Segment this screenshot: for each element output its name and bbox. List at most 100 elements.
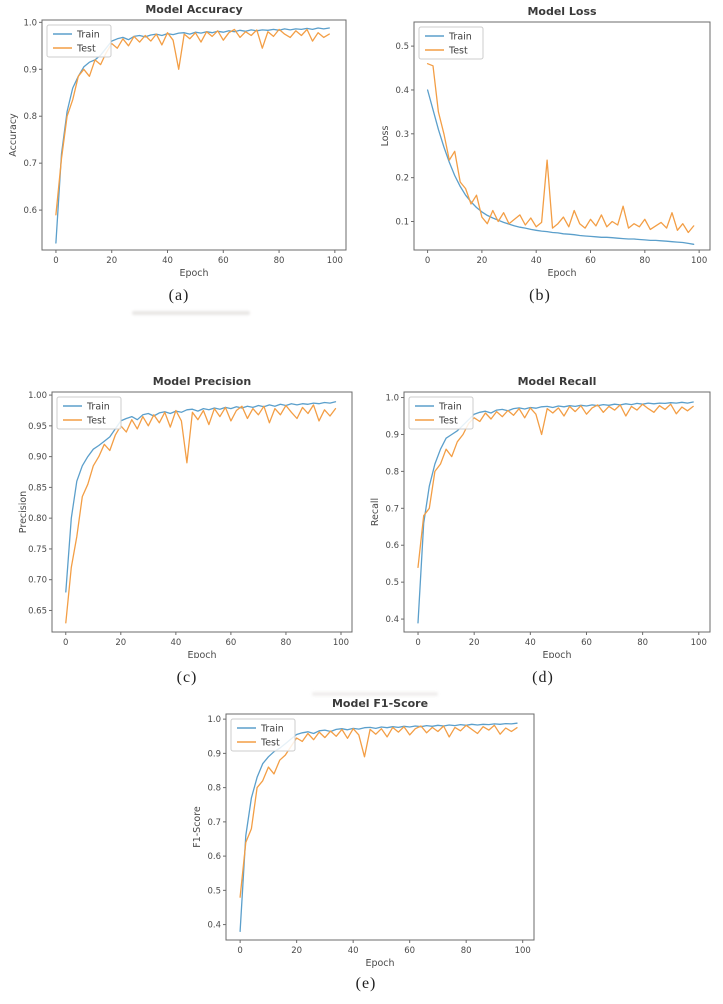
legend-label-train: Train	[260, 724, 284, 735]
chart-model-f1-score: 0 20 40 60 80 100 0.4 0.5 0.6 0.7 0.8 0.9 1.0 Model F…	[190, 696, 542, 972]
x-tick-label: 40	[348, 946, 359, 956]
chart-svg: 0 20 40 60 80 100 0.1 0.2 0.3 0.4 0.5 Model Loss Epo…	[380, 5, 711, 279]
subfigure-caption-a: (a)	[168, 287, 190, 304]
chart-title: Model Precision	[153, 375, 251, 388]
x-tick-label: 20	[106, 256, 117, 266]
legend-label-train: Train	[86, 402, 110, 413]
legend: Train Test	[230, 718, 296, 752]
plot-frame	[413, 21, 711, 251]
legend-box	[46, 24, 112, 58]
legend-label-test: Test	[76, 44, 96, 55]
y-tick-label: 1.0	[23, 18, 37, 28]
y-tick-label: 0.85	[28, 483, 47, 493]
chart-svg: 0 20 40 60 80 100 0.4 0.5 0.6 0.7 0.8 0.9 1.0 Model F…	[192, 697, 535, 969]
y-tick-label: 0.1	[395, 218, 409, 228]
x-tick-label: 60	[585, 256, 596, 266]
y-tick-label: 0.95	[28, 422, 47, 432]
series-line-test	[426, 63, 695, 234]
legend-label-train: Train	[76, 30, 100, 41]
y-axis-label: Precision	[18, 491, 29, 533]
series-line-train	[55, 27, 330, 244]
series-line-train	[417, 401, 694, 624]
x-tick-label: 0	[415, 638, 420, 648]
plot-frame	[225, 713, 535, 941]
y-tick-label: 0.6	[385, 541, 399, 551]
y-tick-label: 0.80	[28, 514, 47, 524]
scan-artifact	[132, 311, 250, 315]
x-tick-label: 80	[461, 946, 472, 956]
x-tick-label: 20	[469, 638, 480, 648]
x-tick-label: 0	[63, 638, 68, 648]
legend: Train Test	[46, 24, 112, 58]
x-axis-label: Epoch	[547, 268, 576, 279]
x-tick-label: 60	[581, 638, 592, 648]
chart-title: Model Loss	[527, 5, 597, 18]
legend-label-train: Train	[438, 402, 462, 413]
x-tick-label: 0	[425, 256, 430, 266]
x-tick-label: 80	[274, 256, 285, 266]
x-tick-label: 40	[162, 256, 173, 266]
series-line-train	[65, 401, 337, 593]
plot-frame	[51, 391, 353, 633]
y-tick-label: 0.8	[385, 467, 399, 477]
series-line-test	[65, 404, 337, 624]
y-axis-label: Recall	[370, 498, 381, 526]
subfigure-caption-b: (b)	[529, 287, 551, 304]
y-tick-label: 0.5	[385, 578, 399, 588]
y-tick-label: 0.4	[385, 615, 399, 625]
x-tick-label: 0	[53, 256, 58, 266]
x-tick-label: 80	[637, 638, 648, 648]
subfigure-caption-e: (e)	[355, 975, 377, 992]
plot-frame	[403, 391, 711, 633]
legend-box	[418, 26, 484, 60]
x-tick-label: 100	[691, 256, 707, 266]
legend-label-test: Test	[438, 416, 458, 427]
x-tick-label: 40	[531, 256, 542, 266]
y-tick-label: 0.8	[23, 112, 37, 122]
legend-label-train: Train	[448, 32, 472, 43]
x-tick-label: 100	[333, 638, 349, 648]
x-axis-label: Epoch	[542, 650, 571, 658]
x-tick-label: 60	[218, 256, 229, 266]
x-tick-label: 100	[515, 946, 531, 956]
chart-model-accuracy: 0 20 40 60 80 100 0.6 0.7 0.8 0.9 1.0 Model Accurac…	[6, 3, 352, 282]
x-tick-label: 40	[170, 638, 181, 648]
x-tick-label: 20	[291, 946, 302, 956]
y-tick-label: 0.3	[395, 130, 409, 140]
y-tick-label: 0.6	[207, 852, 221, 862]
legend-box	[230, 718, 296, 752]
series-line-test	[55, 28, 330, 216]
legend-box	[56, 396, 122, 430]
series-line-test	[239, 724, 518, 898]
y-axis-label: Loss	[380, 126, 391, 147]
x-tick-label: 20	[115, 638, 126, 648]
y-tick-label: 0.4	[395, 86, 409, 96]
series-line-test	[417, 403, 694, 569]
y-tick-label: 0.5	[207, 886, 221, 896]
y-axis-label: F1-Score	[192, 806, 203, 848]
legend-label-test: Test	[86, 416, 106, 427]
y-tick-label: 0.9	[385, 430, 399, 440]
series-line-train	[239, 722, 518, 933]
chart-model-loss: 0 20 40 60 80 100 0.1 0.2 0.3 0.4 0.5 Model Loss Epo…	[362, 4, 718, 282]
legend: Train Test	[56, 396, 122, 430]
x-tick-label: 100	[327, 256, 343, 266]
y-tick-label: 1.0	[385, 394, 399, 404]
x-axis-label: Epoch	[365, 958, 394, 969]
x-tick-label: 80	[281, 638, 292, 648]
y-tick-label: 0.90	[28, 453, 47, 463]
chart-svg: 0 20 40 60 80 100 0.4 0.5 0.6 0.7 0.8 0.9 1.0 Model R…	[370, 375, 711, 661]
y-axis-label: Accuracy	[8, 113, 19, 157]
y-tick-label: 1.00	[28, 391, 47, 401]
chart-svg: 0 20 40 60 80 100 0.65 0.70 0.75 0.80 0.85 0.90 0.95…	[18, 375, 353, 661]
y-tick-label: 0.8	[207, 784, 221, 794]
legend-label-test: Test	[260, 738, 280, 749]
x-tick-label: 0	[237, 946, 242, 956]
chart-title: Model Recall	[518, 375, 597, 388]
subfigure-caption-c: (c)	[176, 669, 198, 686]
legend-label-test: Test	[448, 46, 468, 57]
legend-box	[408, 396, 474, 430]
y-tick-label: 0.2	[395, 174, 409, 184]
chart-title: Model Accuracy	[145, 4, 242, 16]
